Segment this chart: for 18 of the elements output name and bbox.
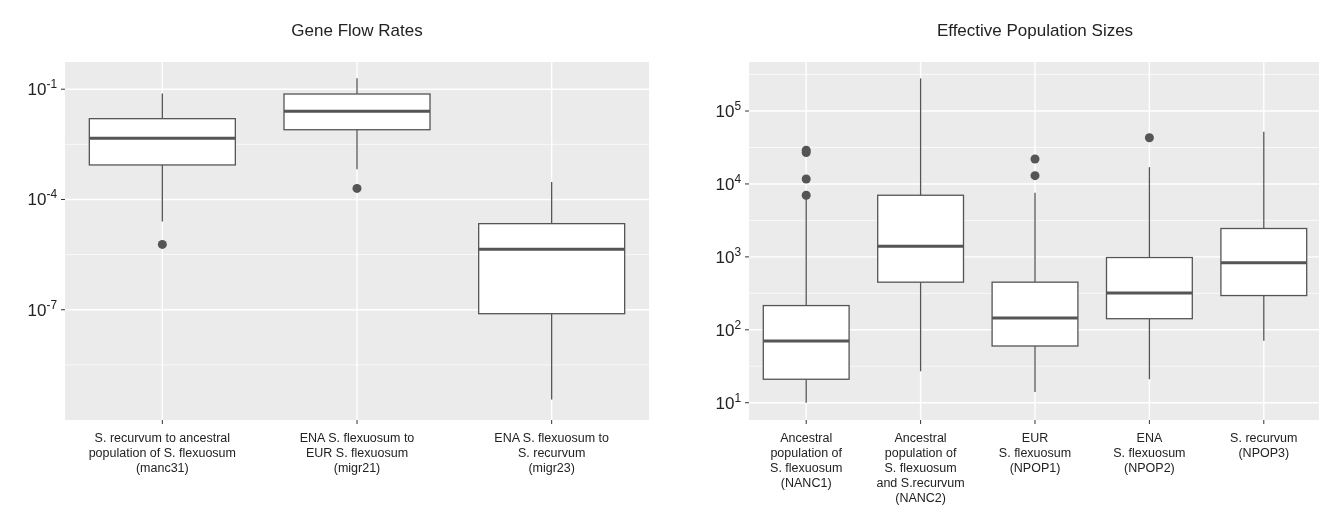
y-tick-label: 10$^{1}$: [715, 390, 742, 413]
x-tick-label: S. recurvum to ancestral population of S. flexuosum (manc31): [88, 431, 236, 475]
x-tick-label: ENA S. flexuosum to EUR S. flexuosum (migr21): [299, 431, 415, 475]
chart-title: Effective Population Sizes: [936, 21, 1134, 40]
y-tick-label: 10$^{-4}$: [27, 187, 58, 210]
y-tick-label: 10$^{3}$: [715, 244, 742, 267]
chart-title: Gene Flow Rates: [291, 21, 423, 40]
y-tick-label: 10$^{-7}$: [27, 297, 58, 320]
x-tick-label: S. recurvum (NPOP3): [1230, 431, 1298, 460]
y-tick-label: 10$^{5}$: [715, 98, 742, 121]
x-tick-label: ENA S. flexuosum (NPOP2): [1113, 431, 1186, 475]
y-tick-label: 10$^{-1}$: [27, 77, 58, 100]
x-tick-label: Ancestral population of S. flexuosum (NANC1): [770, 431, 843, 490]
y-tick-label: 10$^{2}$: [715, 317, 742, 340]
y-tick-label: 10$^{4}$: [715, 171, 742, 194]
x-tick-label: ENA S. flexuosum to S. recurvum (migr23): [494, 431, 610, 475]
x-tick-label: Ancestral population of S. flexuosum and S.recurvum (NANC2): [876, 431, 965, 505]
x-tick-label: EUR S. flexuosum (NPOP1): [998, 431, 1072, 475]
